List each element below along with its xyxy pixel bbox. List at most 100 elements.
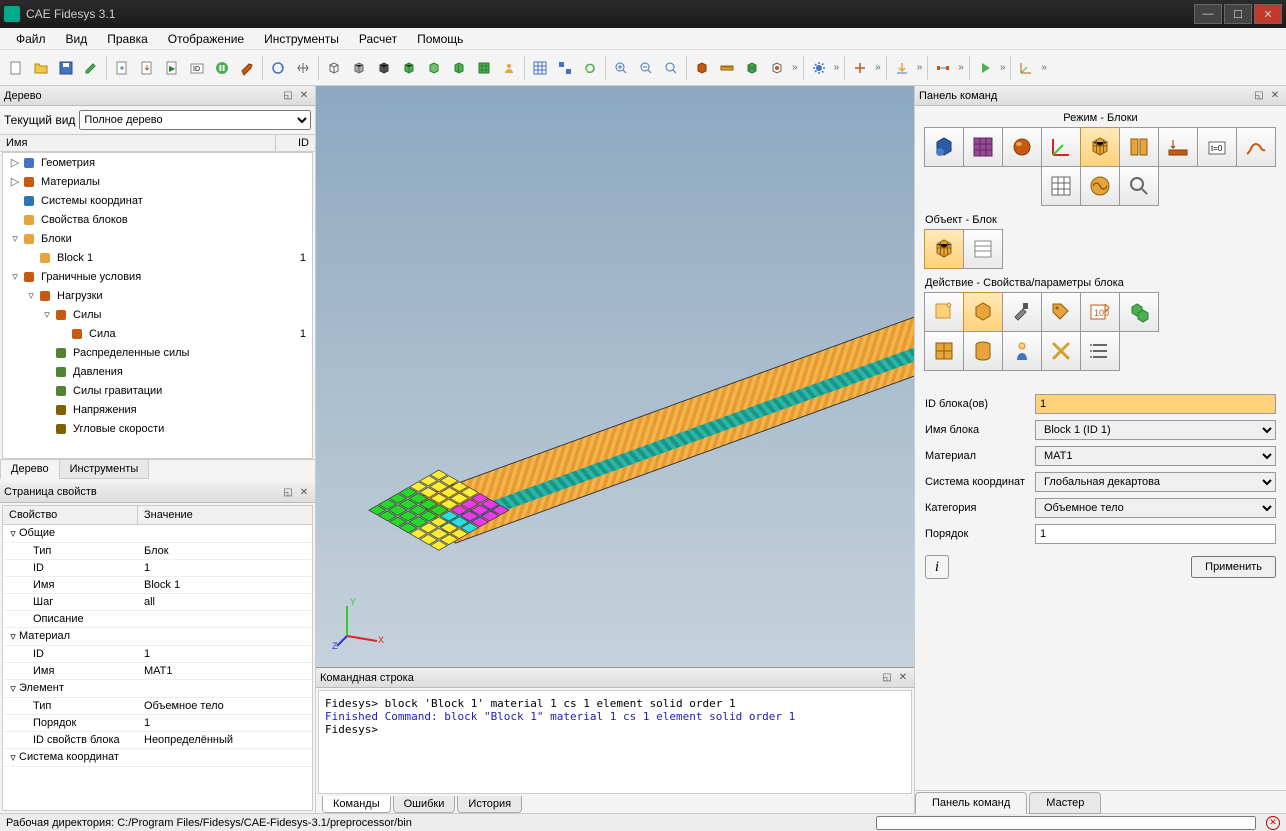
object-block-icon[interactable]	[924, 229, 964, 269]
tree-item[interactable]: ▿Силы	[3, 305, 312, 324]
export-icon[interactable]	[110, 56, 134, 80]
mode-mesh-icon[interactable]	[963, 127, 1003, 167]
tree-item[interactable]: Напряжения	[3, 400, 312, 419]
toolbar-overflow-7[interactable]: »	[1039, 62, 1049, 73]
toolbar-overflow-6[interactable]: »	[998, 62, 1008, 73]
mode-materials-icon[interactable]	[1002, 127, 1042, 167]
mode-results-icon[interactable]	[1236, 127, 1276, 167]
block-name-select[interactable]: Block 1 (ID 1)	[1035, 420, 1276, 440]
status-input[interactable]	[876, 816, 1256, 830]
action-hammer-icon[interactable]	[1002, 292, 1042, 332]
object-list-icon[interactable]	[963, 229, 1003, 269]
zoom-out-icon[interactable]	[634, 56, 658, 80]
menu-help[interactable]: Помощь	[409, 30, 471, 48]
zoom-fit-icon[interactable]	[659, 56, 683, 80]
action-grid-icon[interactable]	[924, 331, 964, 371]
arrow-down-icon[interactable]	[890, 56, 914, 80]
open-icon[interactable]	[29, 56, 53, 80]
action-new-icon[interactable]	[924, 292, 964, 332]
cube-gray-icon[interactable]	[347, 56, 371, 80]
props-body[interactable]: СвойствоЗначение ▿ОбщиеТипБлокID1ИмяBloc…	[2, 505, 313, 812]
mode-bc-icon[interactable]	[1119, 127, 1159, 167]
wireframe-cube-icon[interactable]	[322, 56, 346, 80]
gear-icon[interactable]	[807, 56, 831, 80]
mesh-cube-icon[interactable]	[740, 56, 764, 80]
menu-edit[interactable]: Правка	[99, 30, 156, 48]
stop-icon[interactable]: ✕	[1266, 816, 1280, 830]
tab-commands[interactable]: Команды	[322, 796, 391, 813]
action-cylinder-icon[interactable]	[963, 331, 1003, 371]
console-undock-icon[interactable]: ◱	[880, 671, 894, 685]
mode-wave-icon[interactable]	[1080, 166, 1120, 206]
info-icon[interactable]: i	[925, 555, 949, 579]
apply-button[interactable]: Применить	[1191, 556, 1276, 578]
console-close-icon[interactable]: ✕	[896, 671, 910, 685]
tab-tree[interactable]: Дерево	[0, 460, 60, 479]
tab-wizard[interactable]: Мастер	[1029, 792, 1101, 814]
props-close-icon[interactable]: ✕	[297, 485, 311, 499]
action-assembly-icon[interactable]	[1119, 292, 1159, 332]
material-select[interactable]: MAT1	[1035, 446, 1276, 466]
bc-cube-icon[interactable]	[765, 56, 789, 80]
tree-item[interactable]: Системы координат	[3, 191, 312, 210]
cube-green-icon[interactable]	[397, 56, 421, 80]
tree-view-select[interactable]: Полное дерево	[79, 110, 311, 130]
tree-item[interactable]: Распределенные силы	[3, 343, 312, 362]
mode-loads-icon[interactable]	[1158, 127, 1198, 167]
close-button[interactable]: ✕	[1254, 4, 1282, 24]
pause-icon[interactable]	[210, 56, 234, 80]
tree-undock-icon[interactable]: ◱	[281, 89, 295, 103]
new-icon[interactable]	[4, 56, 28, 80]
user-icon[interactable]	[497, 56, 521, 80]
edit-icon[interactable]	[79, 56, 103, 80]
tree-item[interactable]: ▿Граничные условия	[3, 267, 312, 286]
clip-icon[interactable]	[690, 56, 714, 80]
tree-item[interactable]: Силы гравитации	[3, 381, 312, 400]
category-select[interactable]: Объемное тело	[1035, 498, 1276, 518]
tree-item[interactable]: Угловые скорости	[3, 419, 312, 438]
action-delete-icon[interactable]	[1041, 331, 1081, 371]
import-icon[interactable]	[135, 56, 159, 80]
measure-icon[interactable]	[715, 56, 739, 80]
tree-item[interactable]: Давления	[3, 362, 312, 381]
tab-cmd-panel[interactable]: Панель команд	[915, 792, 1027, 814]
menu-display[interactable]: Отображение	[160, 30, 252, 48]
tree-item[interactable]: Block 11	[3, 248, 312, 267]
order-input[interactable]	[1035, 524, 1276, 544]
action-list-icon[interactable]	[1080, 331, 1120, 371]
tab-history[interactable]: История	[457, 796, 522, 813]
action-renumber-icon[interactable]: 100	[1080, 292, 1120, 332]
toolbar-overflow-4[interactable]: »	[915, 62, 925, 73]
mode-initial-icon[interactable]: t=0	[1197, 127, 1237, 167]
maximize-button[interactable]: ☐	[1224, 4, 1252, 24]
cube-green2-icon[interactable]	[422, 56, 446, 80]
connect-icon[interactable]	[931, 56, 955, 80]
action-tag-icon[interactable]	[1041, 292, 1081, 332]
cs-select[interactable]: Глобальная декартова	[1035, 472, 1276, 492]
pan-icon[interactable]	[291, 56, 315, 80]
axes-icon[interactable]	[1014, 56, 1038, 80]
save-icon[interactable]	[54, 56, 78, 80]
rotate-icon[interactable]	[266, 56, 290, 80]
action-person-icon[interactable]	[1002, 331, 1042, 371]
cube-split-icon[interactable]	[447, 56, 471, 80]
cmd-close-icon[interactable]: ✕	[1268, 89, 1282, 103]
id-icon[interactable]: ID	[185, 56, 209, 80]
menu-tools[interactable]: Инструменты	[256, 30, 347, 48]
mesh-icon[interactable]	[472, 56, 496, 80]
mode-cs-icon[interactable]	[1041, 127, 1081, 167]
tree-item[interactable]: ▷Материалы	[3, 172, 312, 191]
script-icon[interactable]: ▶	[160, 56, 184, 80]
tree-item[interactable]: ▿Нагрузки	[3, 286, 312, 305]
toolbar-overflow-3[interactable]: »	[873, 62, 883, 73]
refresh-icon[interactable]	[578, 56, 602, 80]
run-icon[interactable]	[973, 56, 997, 80]
tree-item[interactable]: Сила1	[3, 324, 312, 343]
snap-icon[interactable]	[553, 56, 577, 80]
props-undock-icon[interactable]: ◱	[281, 485, 295, 499]
tree-close-icon[interactable]: ✕	[297, 89, 311, 103]
action-props-icon[interactable]	[963, 292, 1003, 332]
mode-table-icon[interactable]	[1041, 166, 1081, 206]
toolbar-overflow-5[interactable]: »	[956, 62, 966, 73]
cube-dark-icon[interactable]	[372, 56, 396, 80]
